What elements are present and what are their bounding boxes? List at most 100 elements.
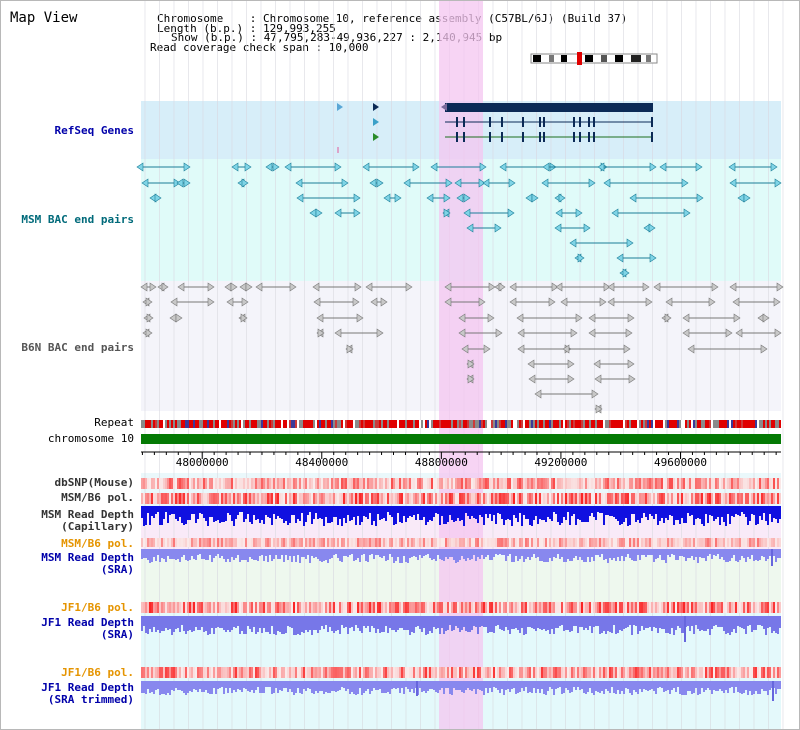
jf1-sra-depth-bar — [727, 616, 729, 633]
heat-cell — [743, 538, 745, 547]
heat-cell — [775, 667, 777, 678]
heat-cell — [305, 602, 307, 613]
heat-cell — [483, 478, 485, 489]
heat-cell — [433, 667, 435, 678]
heat-cell — [525, 493, 527, 504]
msm-sra-depth-bar — [487, 549, 489, 555]
heat-cell — [653, 538, 655, 547]
repeat-track[interactable] — [141, 420, 781, 428]
read-depth-tracks[interactable] — [141, 506, 781, 701]
heat-cell — [587, 478, 589, 489]
jf1-sra-depth-bar — [551, 616, 553, 629]
jf1-trimmed-depth-bar — [195, 681, 197, 690]
heat-cell — [777, 478, 779, 489]
jf1-sra-depth-bar — [763, 616, 765, 629]
heat-cell — [677, 667, 679, 678]
heat-cell — [277, 667, 279, 678]
jf1-trimmed-depth-bar — [329, 681, 331, 693]
refseq-genes-track[interactable] — [337, 103, 653, 153]
repeat-element — [569, 420, 571, 428]
heat-cell — [711, 667, 713, 678]
heat-cell — [645, 667, 647, 678]
bac-end-right — [394, 193, 402, 203]
jf1-trimmed-depth-bar — [227, 681, 229, 693]
jf1-sra-depth-bar — [669, 616, 671, 634]
msm-capillary-depth-bar — [165, 506, 167, 512]
heat-cell — [667, 667, 669, 678]
polymorphism-heat-tracks[interactable] — [141, 478, 781, 678]
bac-end-left — [170, 297, 178, 307]
jf1-sra-depth-bar — [161, 616, 163, 631]
heat-cell — [545, 493, 547, 504]
jf1-trimmed-depth-bar — [383, 681, 385, 693]
heat-cell — [773, 602, 775, 613]
msm-capillary-depth-bar — [375, 506, 377, 526]
repeat-element — [293, 420, 295, 428]
heat-cell — [229, 538, 231, 547]
heat-cell — [777, 667, 779, 678]
axis-tick-label: 49200000 — [534, 456, 587, 469]
jf1-sra-depth-bar — [751, 616, 753, 632]
repeat-element — [683, 420, 685, 428]
repeat-element — [543, 420, 545, 428]
msm-capillary-depth-bar — [217, 506, 219, 520]
heat-cell — [195, 478, 197, 489]
heat-cell — [197, 493, 199, 504]
heat-cell — [745, 478, 747, 489]
heat-cell — [671, 493, 673, 504]
jf1-sra-depth-bar — [549, 616, 551, 634]
jf1-sra-depth-bar — [737, 616, 739, 626]
jf1-sra-depth-bar — [723, 616, 725, 631]
msm-capillary-depth-bar — [191, 506, 193, 514]
repeat-element — [489, 420, 491, 428]
heat-cell — [751, 667, 753, 678]
heat-cell — [143, 538, 145, 547]
heat-cell — [233, 602, 235, 613]
msm-sra-depth-bar — [745, 549, 747, 562]
heat-cell — [771, 667, 773, 678]
msm-sra-depth-bar — [305, 549, 307, 559]
jf1-trimmed-depth-bar — [389, 681, 391, 694]
jf1-sra-depth-bar — [449, 616, 451, 625]
heat-cell — [359, 493, 361, 504]
heat-cell — [577, 667, 579, 678]
heat-cell — [189, 493, 191, 504]
msm-bac-end-pairs[interactable] — [136, 162, 782, 278]
heat-cell — [551, 478, 553, 489]
jf1-trimmed-depth-bar — [491, 681, 493, 692]
heat-cell — [585, 493, 587, 504]
heat-cell — [735, 602, 737, 613]
jf1-sra-depth-bar — [679, 616, 681, 628]
heat-cell — [601, 602, 603, 613]
msm-sra-depth-bar — [293, 549, 295, 556]
repeat-element — [329, 420, 331, 428]
b6n-bac-end-pairs[interactable] — [140, 282, 784, 414]
jf1-trimmed-depth-bar — [769, 681, 771, 690]
heat-cell — [719, 493, 721, 504]
heat-cell — [707, 493, 709, 504]
repeat-element — [751, 420, 753, 428]
heat-cell — [563, 667, 565, 678]
heat-cell — [259, 667, 261, 678]
heat-cell — [405, 602, 407, 613]
bac-end-right — [531, 193, 539, 203]
jf1-sra-depth-bar — [587, 616, 589, 630]
bac-end-right — [708, 297, 716, 307]
heat-cell — [727, 493, 729, 504]
heat-cell — [345, 667, 347, 678]
heat-cell — [571, 478, 573, 489]
jf1-sra-depth-bar — [263, 616, 265, 628]
heat-cell — [173, 493, 175, 504]
jf1-trimmed-depth-bar — [211, 681, 213, 694]
heat-cell — [733, 667, 735, 678]
chromosome-ideogram[interactable] — [530, 52, 658, 65]
heat-cell — [773, 538, 775, 547]
bac-end-left — [255, 282, 263, 292]
heat-cell — [263, 667, 265, 678]
jf1-trimmed-depth-bar — [249, 681, 251, 692]
repeat-element — [221, 420, 223, 428]
msm-capillary-depth-bar — [663, 506, 665, 523]
heat-cell — [763, 493, 765, 504]
chromosome-bar[interactable] — [141, 434, 781, 444]
